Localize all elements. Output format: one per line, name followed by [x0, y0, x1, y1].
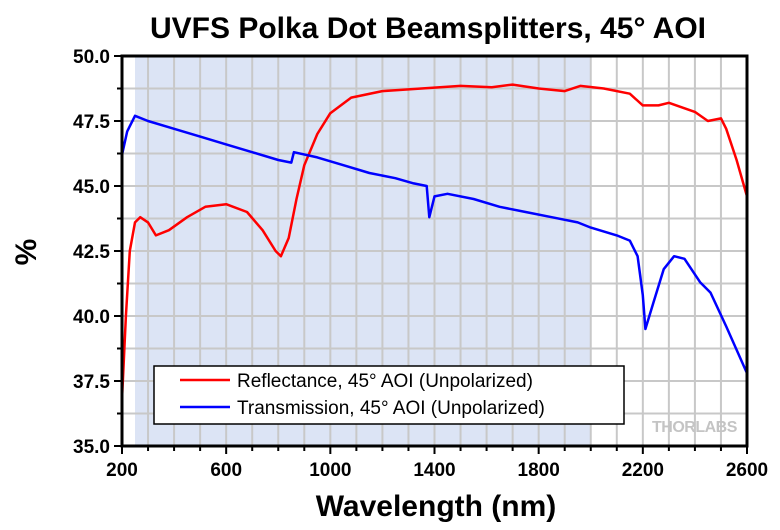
y-tick-label: 50.0	[73, 47, 110, 68]
x-tick-label: 2200	[622, 460, 664, 481]
x-tick-label: 1800	[518, 460, 560, 481]
y-tick-label: 40.0	[73, 307, 110, 328]
reflectance-line	[120, 83, 749, 400]
legend-label-reflectance: Reflectance, 45° AOI (Unpolarized)	[237, 371, 533, 392]
x-tick-label: 200	[106, 460, 138, 481]
y-tick-label: 47.5	[73, 112, 110, 133]
series-group	[120, 83, 749, 400]
legend-label-transmission: Transmission, 45° AOI (Unpolarized)	[237, 398, 545, 419]
x-tick-label: 1400	[413, 460, 455, 481]
x-tick-label: 600	[210, 460, 242, 481]
legend-box	[153, 365, 625, 425]
y-tick-label: 42.5	[73, 242, 110, 263]
y-tick-label: 35.0	[73, 437, 110, 458]
y-tick-label: 37.5	[73, 372, 110, 393]
transmission-line	[120, 114, 749, 374]
chart-title: UVFS Polka Dot Beamsplitters, 45° AOI	[150, 12, 706, 45]
y-axis-label: %	[10, 239, 43, 266]
thorlabs-watermark: THORLABS	[652, 419, 738, 436]
legend: Reflectance, 45° AOI (Unpolarized) Trans…	[153, 365, 625, 425]
x-tick-label: 2600	[726, 460, 768, 481]
axes	[114, 54, 749, 454]
x-axis-label: Wavelength (nm)	[316, 490, 557, 523]
y-tick-labels: 35.0 37.5 40.0 42.5 45.0 47.5 50.0	[73, 47, 110, 458]
x-tick-label: 1000	[309, 460, 351, 481]
x-tick-labels: 200 600 1000 1400 1800 2200 2600	[106, 460, 768, 481]
y-tick-label: 45.0	[73, 177, 110, 198]
